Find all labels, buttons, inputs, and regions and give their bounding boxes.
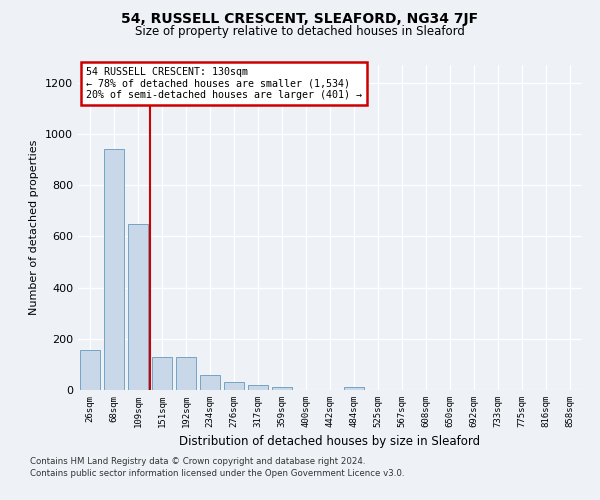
Y-axis label: Number of detached properties: Number of detached properties [29, 140, 40, 315]
Text: Size of property relative to detached houses in Sleaford: Size of property relative to detached ho… [135, 25, 465, 38]
Bar [224, 382, 244, 390]
X-axis label: Distribution of detached houses by size in Sleaford: Distribution of detached houses by size … [179, 436, 481, 448]
Bar [152, 356, 172, 390]
Text: Contains HM Land Registry data © Crown copyright and database right 2024.: Contains HM Land Registry data © Crown c… [30, 458, 365, 466]
Bar [104, 150, 124, 390]
Text: Contains public sector information licensed under the Open Government Licence v3: Contains public sector information licen… [30, 469, 404, 478]
Bar [248, 386, 268, 390]
Bar [272, 388, 292, 390]
Text: 54, RUSSELL CRESCENT, SLEAFORD, NG34 7JF: 54, RUSSELL CRESCENT, SLEAFORD, NG34 7JF [121, 12, 479, 26]
Bar [200, 375, 220, 390]
Text: 54 RUSSELL CRESCENT: 130sqm
← 78% of detached houses are smaller (1,534)
20% of : 54 RUSSELL CRESCENT: 130sqm ← 78% of det… [86, 66, 362, 100]
Bar [176, 357, 196, 390]
Bar [80, 350, 100, 390]
Bar [344, 387, 364, 390]
Bar [128, 224, 148, 390]
